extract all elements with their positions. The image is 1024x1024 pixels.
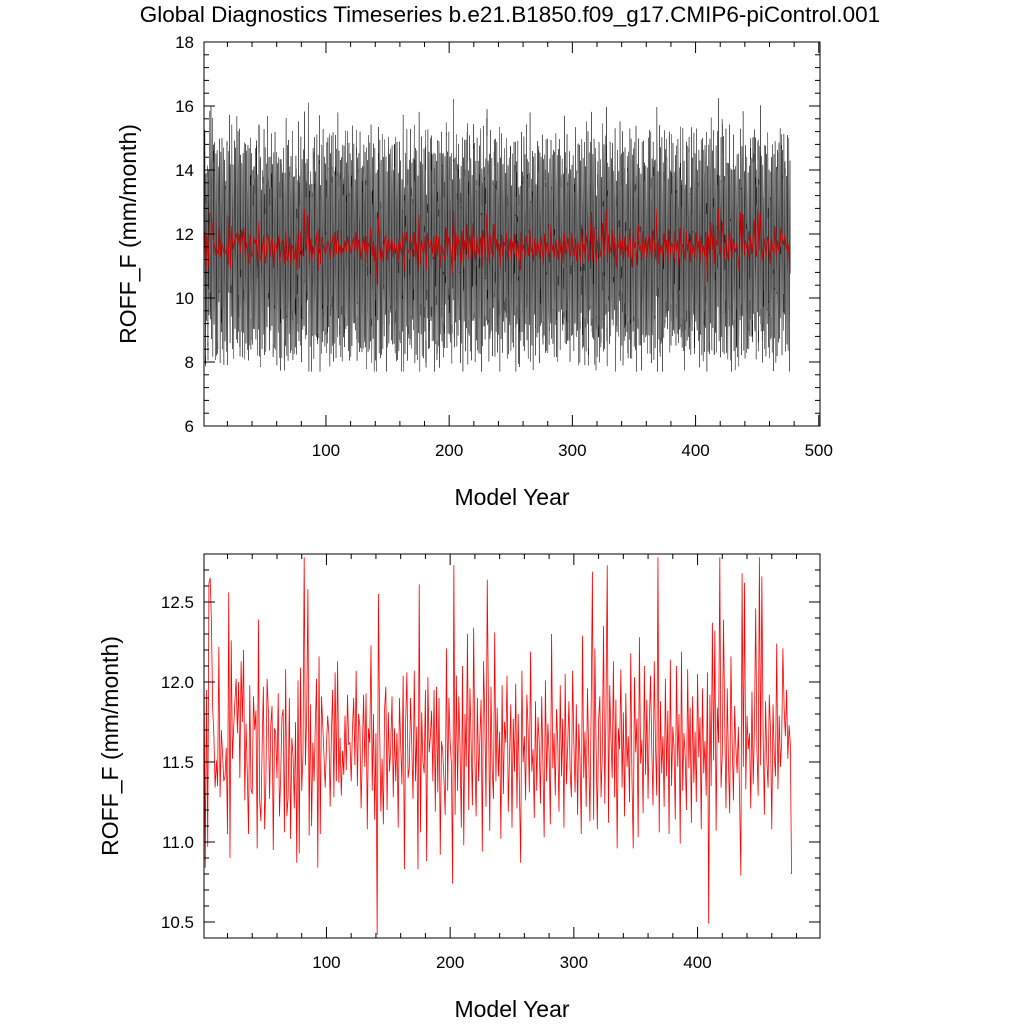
top-plot-area: [203, 98, 791, 372]
annual-mean-overlay-line: [204, 209, 791, 285]
x-tick-label: 200: [436, 953, 464, 972]
x-tick-label: 400: [681, 441, 709, 460]
y-tick-label: 12.0: [161, 673, 194, 692]
y-tick-label: 11.0: [162, 833, 194, 852]
bottom-panel: 100 200 300 400 10.5 11.0 11.5 12.0 12.5 Model Y…: [97, 553, 821, 1022]
top-panel: 100 200 300 400 500 6 8 10 12 14 16 18 Model Year R…: [115, 33, 833, 510]
y-tick-label: 12: [175, 225, 194, 244]
top-tick-marks: [204, 41, 820, 427]
x-tick-label: 100: [312, 441, 340, 460]
bottom-plot-frame: [203, 553, 821, 939]
y-tick-label: 12.5: [161, 593, 194, 612]
y-tick-label: 6: [185, 417, 194, 436]
top-x-axis-label: Model Year: [454, 484, 569, 510]
y-tick-label: 11.5: [162, 753, 194, 772]
y-tick-label: 8: [185, 353, 194, 372]
bottom-x-axis-label: Model Year: [454, 996, 569, 1022]
bottom-plot-area: [203, 557, 792, 935]
y-tick-label: 18: [175, 33, 194, 52]
x-tick-label: 500: [805, 441, 833, 460]
top-tick-labels: 100 200 300 400 500 6 8 10 12 14 16 18: [175, 33, 833, 460]
top-plot-frame: [203, 41, 821, 427]
bottom-y-axis-label: ROFF_F (mm/month): [97, 636, 123, 856]
y-tick-label: 10.5: [161, 913, 194, 932]
y-tick-label: 14: [175, 161, 194, 180]
y-tick-label: 10: [175, 289, 194, 308]
y-tick-label: 16: [175, 97, 194, 116]
x-tick-label: 300: [560, 953, 588, 972]
annual-mean-line: [203, 557, 792, 935]
bottom-tick-marks: [204, 553, 820, 939]
bottom-tick-labels: 100 200 300 400 10.5 11.0 11.5 12.0 12.5: [161, 593, 712, 972]
x-tick-label: 300: [558, 441, 586, 460]
x-tick-label: 200: [435, 441, 463, 460]
top-y-axis-label: ROFF_F (mm/month): [115, 124, 141, 344]
monthly-series-line: [203, 98, 791, 372]
chart-title: Global Diagnostics Timeseries b.e21.B185…: [140, 2, 880, 27]
x-tick-label: 400: [683, 953, 711, 972]
x-tick-label: 100: [312, 953, 340, 972]
